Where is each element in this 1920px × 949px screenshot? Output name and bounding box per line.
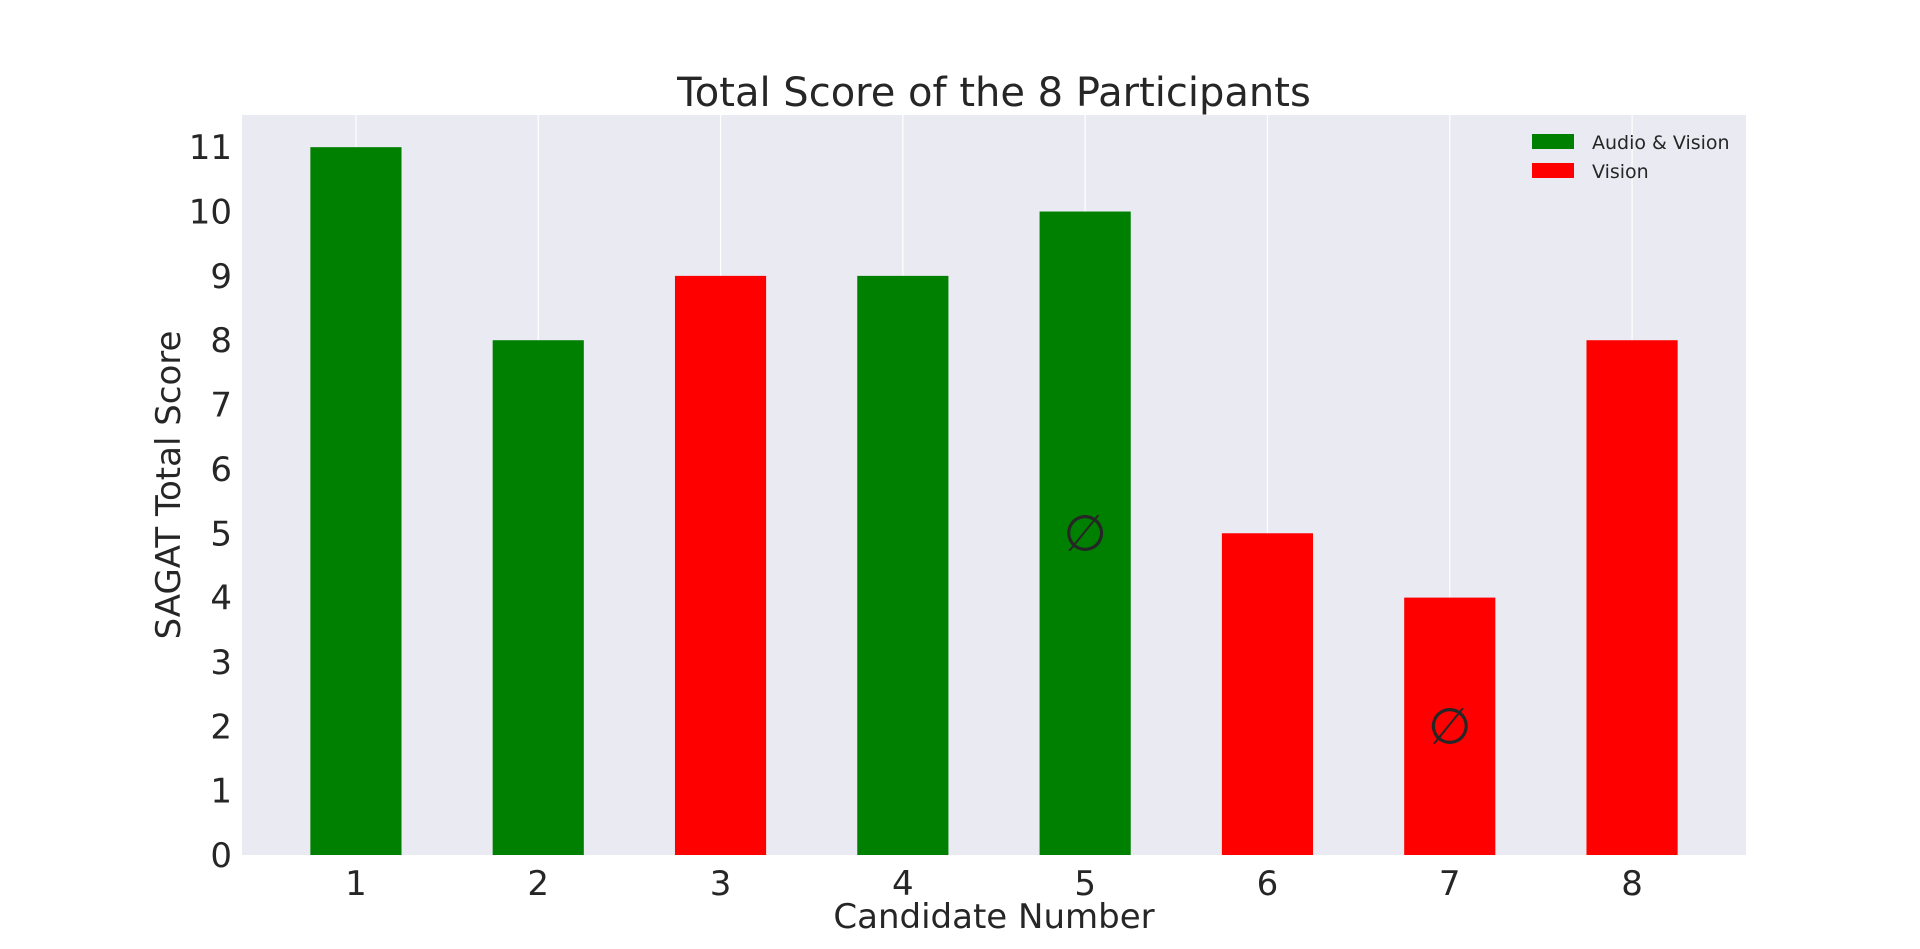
bars: [310, 147, 1678, 856]
x-tick-label: 3: [710, 864, 732, 904]
bar-candidate-3: [674, 275, 767, 855]
x-tick-label: 7: [1439, 864, 1461, 904]
x-axis-label: Candidate Number: [833, 897, 1154, 937]
bar-candidate-6: [1221, 533, 1314, 855]
bar-candidate-2: [492, 340, 584, 855]
x-tick-label: 8: [1621, 864, 1643, 904]
y-tick-label: 7: [210, 386, 232, 426]
x-tick-label: 6: [1257, 864, 1279, 904]
y-tick-label: 3: [210, 643, 232, 683]
y-tick-label: 8: [210, 321, 232, 361]
x-tick-labels: 1 2 3 4 5 6 7 8: [345, 864, 1643, 904]
x-tick-label: 4: [892, 864, 914, 904]
bar-candidate-4: [857, 275, 949, 855]
annotation-empty-set-7: ∅: [1428, 697, 1472, 755]
y-tick-label: 10: [189, 193, 232, 233]
y-tick-label: 9: [210, 257, 232, 297]
bar-candidate-5: [1039, 211, 1131, 856]
legend-label-audio-vision: Audio & Vision: [1592, 132, 1730, 154]
y-tick-label: 1: [210, 772, 232, 812]
legend: Audio & Vision Vision: [1532, 132, 1730, 183]
plot-area: [242, 115, 1746, 855]
bar-candidate-8: [1586, 340, 1678, 855]
bar-candidate-1: [310, 147, 402, 855]
y-tick-label: 0: [210, 836, 232, 876]
x-tick-label: 1: [345, 864, 367, 904]
y-tick-label: 5: [210, 514, 232, 554]
x-tick-label: 2: [527, 864, 549, 904]
y-tick-label: 2: [210, 707, 232, 747]
y-tick-label: 4: [210, 579, 232, 619]
y-tick-label: 6: [210, 450, 232, 490]
x-tick-label: 5: [1074, 864, 1096, 904]
y-tick-labels: 0 1 2 3 4 5 6 7 8 9 10 11: [189, 128, 232, 876]
y-axis-label: SAGAT Total Score: [149, 331, 189, 640]
chart-title: Total Score of the 8 Participants: [676, 70, 1311, 116]
bar-candidate-7: [1404, 597, 1496, 855]
legend-label-vision: Vision: [1592, 161, 1649, 183]
legend-swatch-audio-vision: [1532, 134, 1574, 149]
annotation-empty-set-5: ∅: [1063, 504, 1107, 562]
annotations: ∅∅: [1063, 504, 1471, 755]
legend-swatch-vision: [1532, 163, 1574, 178]
y-tick-label: 11: [189, 128, 232, 168]
